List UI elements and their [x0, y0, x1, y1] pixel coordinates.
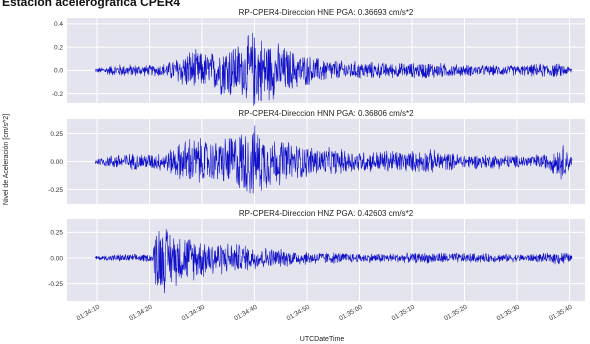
y-tick-label: 0.0	[54, 68, 63, 75]
x-tick-label: 01:35:00	[338, 303, 364, 322]
panels-group: 0.4 0.2 0.0 -0.2 RP-CPER4-Direccion HNE PGA:…	[48, 8, 585, 301]
panel-hnz: 0.25 0.00 -0.25 RP-CPER4-Direccion HNZ PGA:…	[48, 209, 585, 301]
x-tick-label: 01:34:50	[286, 303, 312, 322]
panel-title: RP-CPER4-Direccion HNZ PGA: 0.42603 cm/s…	[239, 209, 414, 218]
y-tick-label: 0.4	[54, 21, 63, 28]
x-tick-label: 01:34:40	[233, 303, 259, 322]
y-tick-label: 0.25	[50, 230, 63, 237]
panel-title: RP-CPER4-Direccion HNN PGA: 0.36806 cm/s…	[238, 109, 414, 118]
x-tick-label: 01:35:20	[443, 303, 469, 322]
y-axis-label: Nivel de Aceleración [cm/s^2]	[3, 114, 10, 205]
panel-title: RP-CPER4-Direccion HNE PGA: 0.36693 cm/s…	[239, 8, 414, 17]
y-tick-label: -0.25	[48, 281, 63, 288]
y-tick-label: 0.00	[50, 159, 63, 166]
panel-background	[67, 18, 585, 103]
y-tick-label: -0.2	[52, 91, 64, 98]
x-tick-label: 01:34:20	[128, 303, 154, 322]
y-tick-label: 0.2	[54, 44, 63, 51]
page-title: Estación acelerógrafica CPER4	[2, 0, 181, 9]
y-tick-label: 0.00	[50, 255, 63, 262]
waveform-hne	[94, 32, 573, 106]
x-tick-label: 01:35:10	[391, 303, 417, 322]
waveform-hnn	[94, 125, 573, 194]
x-tick-label: 01:34:30	[181, 303, 207, 322]
x-axis-label: UTCDateTime	[300, 336, 345, 343]
x-axis: 01:34:10 01:34:20 01:34:30 01:34:40 01:34:50…	[76, 303, 574, 322]
panel-hne: 0.4 0.2 0.0 -0.2 RP-CPER4-Direccion HNE PGA:…	[52, 8, 585, 106]
waveform-hnz	[94, 228, 573, 294]
x-tick-label: 01:34:10	[76, 303, 102, 322]
y-tick-label: 0.25	[50, 131, 63, 138]
x-tick-label: 01:35:30	[496, 303, 522, 322]
y-tick-label: -0.25	[48, 187, 63, 194]
panel-hnn: 0.25 0.00 -0.25 RP-CPER4-Direccion HNN PGA:…	[48, 109, 585, 204]
x-tick-label: 01:35:40	[548, 303, 574, 322]
